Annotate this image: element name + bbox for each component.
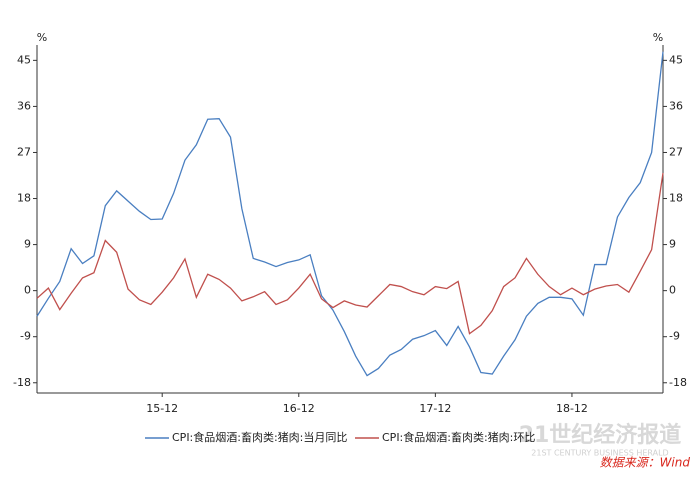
watermark-sub: 21ST CENTURY BUSINESS HERALD — [531, 449, 668, 458]
y-tick-label: 45 — [17, 53, 31, 66]
x-tick-label: 16-12 — [283, 402, 315, 415]
x-tick-label: 15-12 — [146, 402, 178, 415]
y-tick-label: 9 — [24, 238, 31, 251]
y2-tick-label: -18 — [669, 376, 687, 389]
watermark: 21世纪经济报道 — [519, 422, 682, 448]
series-line — [36, 172, 664, 335]
y2-tick-label: 18 — [669, 192, 683, 205]
y-tick-label: 36 — [17, 99, 31, 112]
y-tick-label: -9 — [20, 330, 31, 343]
x-tick-label: 17-12 — [419, 402, 451, 415]
y2-unit: % — [653, 31, 663, 44]
series-line — [36, 51, 664, 377]
y-unit: % — [37, 31, 47, 44]
legend-label: CPI:食品烟酒:畜肉类:猪肉:环比 — [382, 430, 535, 444]
source: 数据来源：Wind — [600, 456, 691, 470]
y-tick-label: 27 — [17, 145, 31, 158]
legend-label: CPI:食品烟酒:畜肉类:猪肉:当月同比 — [172, 430, 347, 444]
y2-tick-label: 27 — [669, 145, 683, 158]
y2-tick-label: 0 — [669, 284, 676, 297]
y2-tick-label: -9 — [669, 330, 680, 343]
x-tick-label: 18-12 — [556, 402, 588, 415]
y-tick-label: 0 — [24, 284, 31, 297]
y-tick-label: -18 — [13, 376, 31, 389]
y2-tick-label: 45 — [669, 53, 683, 66]
y-tick-label: 18 — [17, 192, 31, 205]
y2-tick-label: 9 — [669, 238, 676, 251]
y2-tick-label: 36 — [669, 99, 683, 112]
